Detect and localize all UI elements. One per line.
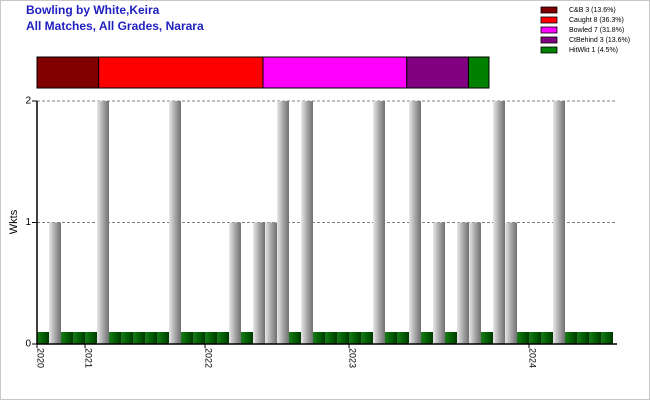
chart-subtitle: All Matches, All Grades, Narara [26, 19, 204, 33]
breakdown-segment [98, 56, 264, 89]
zero-bar [337, 332, 349, 344]
zero-bar [181, 332, 193, 344]
legend-label: Caught 8 (36.3%) [569, 17, 624, 24]
legend-label: Bowled 7 (31.8%) [569, 27, 624, 34]
zero-bar [61, 332, 73, 344]
zero-bar [145, 332, 157, 344]
legend-label: C&B 3 (13.6%) [569, 7, 616, 14]
zero-bar [481, 332, 493, 344]
zero-bar [85, 332, 97, 344]
legend-label: HitWkt 1 (4.5%) [569, 47, 618, 54]
y-tick-label: 1 [25, 217, 31, 228]
legend-swatch [540, 26, 558, 34]
x-tick-label: 2024 [528, 348, 538, 368]
zero-bar [133, 332, 145, 344]
bar [493, 101, 505, 344]
legend-swatch [540, 46, 558, 54]
zero-bar [565, 332, 577, 344]
bar [433, 222, 445, 344]
breakdown-segment [406, 56, 469, 89]
zero-bar [313, 332, 325, 344]
zero-bar [121, 332, 133, 344]
y-axis-label: Wkts [8, 209, 20, 234]
bar [469, 222, 481, 344]
legend-label: CtBehind 3 (13.6%) [569, 37, 630, 44]
zero-bar [157, 332, 169, 344]
zero-bar [421, 332, 433, 344]
zero-bar [589, 332, 601, 344]
zero-bar [349, 332, 361, 344]
bar [301, 101, 313, 344]
zero-bar [217, 332, 229, 344]
zero-bar [37, 332, 49, 344]
bar [253, 222, 265, 344]
zero-bar [241, 332, 253, 344]
breakdown-segment [36, 56, 100, 89]
y-tick-label: 0 [25, 339, 31, 350]
zero-bar [325, 332, 337, 344]
y-tick-label: 2 [25, 96, 31, 107]
legend-swatch [540, 6, 558, 14]
bar [505, 222, 517, 344]
x-tick-label: 2023 [348, 348, 358, 368]
bar [553, 101, 565, 344]
bar [373, 101, 385, 344]
x-tick-label: 2022 [204, 348, 214, 368]
zero-bar [289, 332, 301, 344]
bar [97, 101, 109, 344]
zero-bar [397, 332, 409, 344]
zero-bar [193, 332, 205, 344]
zero-bar [529, 332, 541, 344]
x-tick-label: 2021 [84, 348, 94, 368]
zero-bar [517, 332, 529, 344]
zero-bar [109, 332, 121, 344]
zero-bar [577, 332, 589, 344]
bar [229, 222, 241, 344]
zero-bar [541, 332, 553, 344]
bar [457, 222, 469, 344]
zero-bar [205, 332, 217, 344]
x-tick-label: 2020 [36, 348, 46, 368]
legend-swatch [540, 36, 558, 44]
bar [49, 222, 61, 344]
breakdown-segment [467, 56, 490, 89]
zero-bar [385, 332, 397, 344]
chart-title: Bowling by White,Keira [26, 3, 160, 17]
bar [409, 101, 421, 344]
zero-bar [73, 332, 85, 344]
bar [265, 222, 277, 344]
bar [169, 101, 181, 344]
breakdown-segment [262, 56, 408, 89]
zero-bar [601, 332, 613, 344]
bar [277, 101, 289, 344]
zero-bar [445, 332, 457, 344]
zero-bar [361, 332, 373, 344]
legend-swatch [540, 16, 558, 24]
